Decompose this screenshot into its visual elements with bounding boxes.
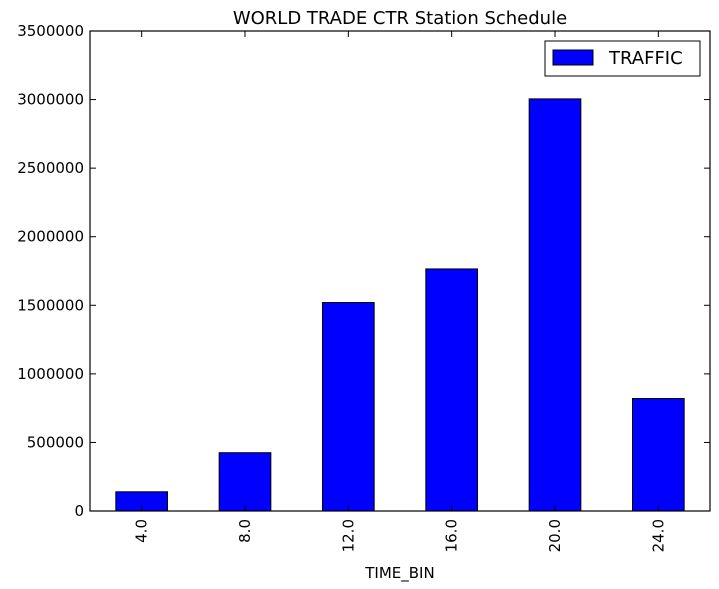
chart-title: WORLD TRADE CTR Station Schedule [233,8,567,29]
y-tick-label: 1000000 [17,365,84,383]
x-tick-label: 4.0 [133,519,151,543]
plot-frame [89,30,711,512]
x-tick-label: 20.0 [546,519,564,552]
legend-label-traffic: TRAFFIC [608,48,683,69]
y-tick-label: 2500000 [17,159,84,177]
y-tick-label: 3000000 [17,91,84,109]
y-axis: 0 500000 1000000 1500000 2000000 2500000 30000… [17,22,710,520]
bar-12-0 [322,302,375,512]
y-tick-label: 1500000 [17,296,84,314]
x-tick-label: 24.0 [649,519,667,552]
y-tick-label: 2000000 [17,228,84,246]
bars-group [115,98,685,512]
bar-20-0 [528,98,582,512]
legend: TRAFFIC [544,40,701,77]
x-axis-label: TIME_BIN [364,564,434,583]
x-tick-label: 8.0 [236,519,254,543]
bar-16-0 [425,268,479,512]
x-axis: 4.0 8.0 12.0 16.0 20.0 24.0 [133,31,667,552]
y-tick-label: 0 [74,502,84,520]
y-tick-label: 3500000 [17,22,84,40]
y-tick-label: 500000 [27,433,84,451]
bar-8-0 [218,452,272,512]
x-tick-label: 12.0 [339,519,357,552]
x-tick-label: 16.0 [443,519,461,552]
legend-swatch [552,49,594,66]
bar-24-0 [632,398,685,512]
